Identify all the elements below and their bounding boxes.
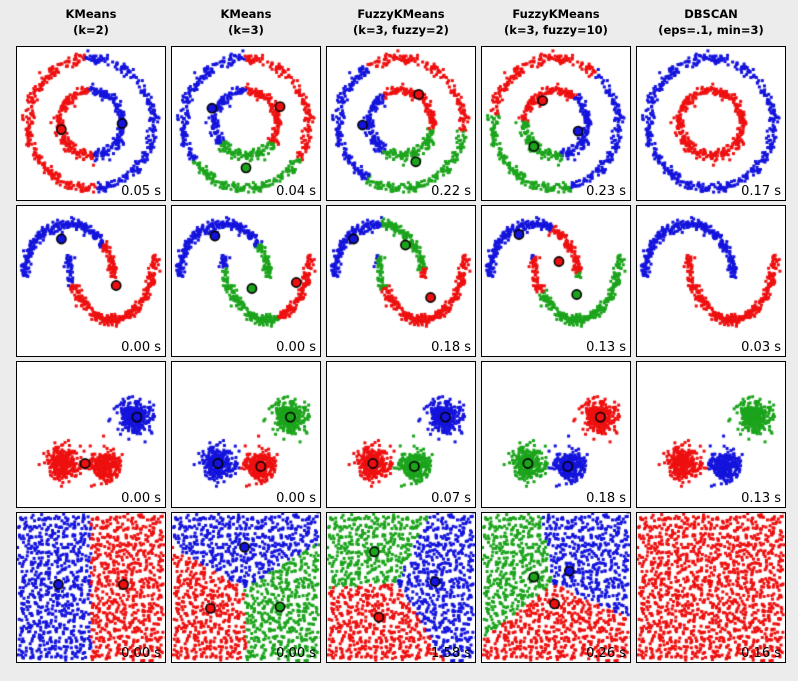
scatter-canvas (172, 206, 320, 356)
algorithm-name: DBSCAN (684, 7, 738, 21)
scatter-canvas (482, 513, 630, 662)
column-title-kmeans-k2: KMeans (k=2) (16, 6, 166, 38)
scatter-panel: 0.22 s (326, 46, 476, 201)
scatter-canvas (172, 47, 320, 200)
algorithm-name: FuzzyKMeans (512, 7, 600, 21)
scatter-panel: 0.03 s (636, 205, 786, 357)
scatter-canvas (17, 47, 165, 200)
algorithm-params: (k=2) (73, 23, 109, 37)
scatter-panel: 0.00 s (171, 205, 321, 357)
scatter-panel: 0.23 s (481, 46, 631, 201)
scatter-panel: 0.00 s (171, 361, 321, 508)
column-title-fuzzykmeans-f10: FuzzyKMeans (k=3, fuzzy=10) (481, 6, 631, 38)
column-title-kmeans-k3: KMeans (k=3) (171, 6, 321, 38)
scatter-panel: 0.00 s (171, 512, 321, 663)
scatter-canvas (482, 47, 630, 200)
scatter-panel: 1.58 s (326, 512, 476, 663)
algorithm-params: (k=3) (228, 23, 264, 37)
scatter-panel: 0.13 s (481, 205, 631, 357)
scatter-canvas (637, 47, 785, 200)
algorithm-params: (eps=.1, min=3) (658, 23, 764, 37)
algorithm-name: KMeans (65, 7, 117, 21)
algorithm-name: KMeans (220, 7, 272, 21)
scatter-panel: 0.00 s (16, 361, 166, 508)
scatter-canvas (482, 206, 630, 356)
algorithm-name: FuzzyKMeans (357, 7, 445, 21)
scatter-canvas (327, 362, 475, 507)
scatter-canvas (172, 362, 320, 507)
algorithm-params: (k=3, fuzzy=2) (353, 23, 449, 37)
scatter-canvas (637, 206, 785, 356)
scatter-panel: 0.26 s (481, 512, 631, 663)
scatter-canvas (17, 362, 165, 507)
scatter-panel: 0.00 s (16, 512, 166, 663)
column-title-fuzzykmeans-f2: FuzzyKMeans (k=3, fuzzy=2) (326, 6, 476, 38)
scatter-canvas (637, 362, 785, 507)
algorithm-params: (k=3, fuzzy=10) (504, 23, 608, 37)
scatter-canvas (327, 206, 475, 356)
scatter-canvas (482, 362, 630, 507)
scatter-panel: 0.16 s (636, 512, 786, 663)
column-title-dbscan: DBSCAN (eps=.1, min=3) (636, 6, 786, 38)
scatter-panel: 0.13 s (636, 361, 786, 508)
scatter-panel: 0.18 s (481, 361, 631, 508)
scatter-panel: 0.17 s (636, 46, 786, 201)
scatter-canvas (17, 513, 165, 662)
scatter-panel: 0.04 s (171, 46, 321, 201)
scatter-canvas (637, 513, 785, 662)
scatter-canvas (172, 513, 320, 662)
scatter-panel: 0.00 s (16, 205, 166, 357)
scatter-panel: 0.18 s (326, 205, 476, 357)
scatter-canvas (327, 47, 475, 200)
scatter-panel: 0.05 s (16, 46, 166, 201)
scatter-panel: 0.07 s (326, 361, 476, 508)
scatter-canvas (17, 206, 165, 356)
scatter-canvas (327, 513, 475, 662)
